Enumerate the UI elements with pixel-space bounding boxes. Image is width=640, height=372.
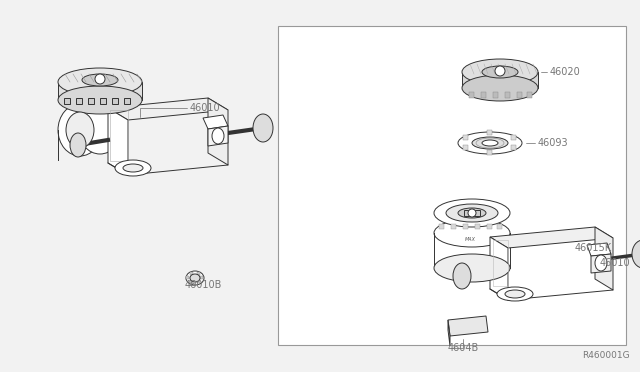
Bar: [76, 98, 82, 104]
Text: 4604B: 4604B: [448, 343, 479, 353]
Text: 46010: 46010: [600, 258, 630, 268]
Text: 46010B: 46010B: [185, 280, 222, 290]
Bar: [487, 224, 492, 229]
Bar: [189, 272, 193, 275]
Ellipse shape: [446, 204, 498, 222]
Bar: [100, 98, 106, 104]
Bar: [487, 150, 492, 155]
Bar: [493, 240, 508, 286]
Ellipse shape: [186, 271, 204, 285]
Text: 46093: 46093: [538, 138, 568, 148]
Polygon shape: [203, 115, 228, 129]
Polygon shape: [208, 126, 228, 146]
Bar: [497, 224, 502, 229]
Bar: [487, 130, 492, 135]
Ellipse shape: [58, 86, 142, 114]
Text: 46010: 46010: [190, 103, 221, 113]
Ellipse shape: [434, 254, 510, 282]
Ellipse shape: [472, 137, 508, 149]
Bar: [200, 276, 203, 279]
Bar: [463, 224, 468, 229]
Bar: [463, 135, 468, 140]
Text: MAX: MAX: [465, 237, 476, 241]
Bar: [88, 98, 94, 104]
Bar: [481, 92, 486, 98]
Polygon shape: [462, 72, 538, 88]
Text: 46020: 46020: [550, 67, 580, 77]
Polygon shape: [80, 102, 122, 104]
Text: R460001G: R460001G: [582, 351, 630, 360]
Polygon shape: [595, 227, 613, 290]
Ellipse shape: [123, 164, 143, 172]
Polygon shape: [108, 108, 128, 175]
Polygon shape: [490, 237, 508, 300]
Ellipse shape: [497, 287, 533, 301]
Polygon shape: [108, 98, 228, 120]
Ellipse shape: [462, 59, 538, 85]
Ellipse shape: [58, 104, 102, 156]
Ellipse shape: [58, 68, 142, 96]
Circle shape: [468, 209, 476, 217]
Ellipse shape: [462, 75, 538, 101]
Bar: [463, 145, 468, 150]
Bar: [196, 272, 200, 275]
Polygon shape: [208, 98, 228, 165]
Bar: [475, 224, 480, 229]
Ellipse shape: [253, 114, 273, 142]
Bar: [112, 98, 118, 104]
Polygon shape: [591, 254, 611, 273]
Ellipse shape: [190, 274, 200, 282]
Bar: [469, 92, 474, 98]
Ellipse shape: [482, 140, 498, 146]
Ellipse shape: [453, 263, 471, 289]
Polygon shape: [490, 227, 613, 248]
Text: 46015K: 46015K: [575, 243, 612, 253]
Bar: [511, 135, 516, 140]
Polygon shape: [58, 82, 142, 100]
Bar: [64, 98, 70, 104]
Bar: [278, 26, 626, 345]
Bar: [451, 224, 456, 229]
Bar: [196, 280, 200, 283]
Circle shape: [95, 74, 105, 84]
Polygon shape: [587, 243, 611, 256]
Ellipse shape: [66, 112, 94, 148]
Bar: [124, 98, 130, 104]
Bar: [511, 145, 516, 150]
Ellipse shape: [505, 290, 525, 298]
Ellipse shape: [458, 208, 486, 218]
Bar: [493, 92, 498, 98]
Ellipse shape: [632, 240, 640, 268]
Ellipse shape: [212, 128, 224, 144]
Ellipse shape: [595, 255, 607, 271]
Circle shape: [495, 66, 505, 76]
Bar: [505, 92, 510, 98]
Ellipse shape: [78, 102, 122, 154]
Bar: [186, 276, 189, 279]
Bar: [527, 92, 532, 98]
Polygon shape: [448, 316, 488, 336]
Bar: [517, 92, 522, 98]
Polygon shape: [464, 210, 480, 216]
Ellipse shape: [434, 219, 510, 247]
Ellipse shape: [70, 133, 86, 157]
Ellipse shape: [115, 160, 151, 176]
Polygon shape: [448, 320, 450, 346]
Ellipse shape: [82, 74, 118, 86]
Bar: [439, 224, 444, 229]
Ellipse shape: [458, 132, 522, 154]
Bar: [189, 280, 193, 283]
Bar: [110, 110, 128, 161]
Ellipse shape: [434, 199, 510, 227]
Ellipse shape: [482, 66, 518, 78]
